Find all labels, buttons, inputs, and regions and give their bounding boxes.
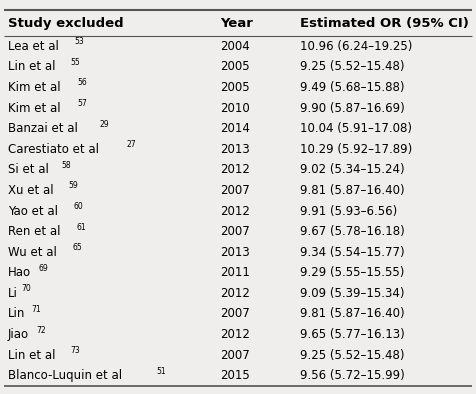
Text: 9.09 (5.39–15.34): 9.09 (5.39–15.34) xyxy=(300,287,405,300)
Text: 9.90 (5.87–16.69): 9.90 (5.87–16.69) xyxy=(300,102,405,115)
Text: Estimated OR (95% CI): Estimated OR (95% CI) xyxy=(300,17,469,30)
Text: Blanco-Luquin et al: Blanco-Luquin et al xyxy=(8,369,122,382)
Text: 61: 61 xyxy=(77,223,86,232)
Text: 2012: 2012 xyxy=(220,328,250,341)
Text: 2012: 2012 xyxy=(220,287,250,300)
Text: Carestiato et al: Carestiato et al xyxy=(8,143,99,156)
Text: Wu et al: Wu et al xyxy=(8,246,57,259)
Text: Li: Li xyxy=(8,287,18,300)
Text: 2014: 2014 xyxy=(220,122,250,135)
Text: Lea et al: Lea et al xyxy=(8,40,59,53)
Text: 59: 59 xyxy=(68,181,78,190)
Text: 70: 70 xyxy=(22,284,31,293)
Text: 9.67 (5.78–16.18): 9.67 (5.78–16.18) xyxy=(300,225,405,238)
Text: 9.81 (5.87–16.40): 9.81 (5.87–16.40) xyxy=(300,307,405,320)
Text: Jiao: Jiao xyxy=(8,328,29,341)
Text: 2013: 2013 xyxy=(220,143,250,156)
Text: Yao et al: Yao et al xyxy=(8,204,58,217)
Text: 53: 53 xyxy=(75,37,84,46)
Text: Study excluded: Study excluded xyxy=(8,17,124,30)
Text: 2015: 2015 xyxy=(220,369,250,382)
Text: Hao: Hao xyxy=(8,266,31,279)
Text: 9.81 (5.87–16.40): 9.81 (5.87–16.40) xyxy=(300,184,405,197)
Text: 56: 56 xyxy=(77,78,87,87)
Text: 2005: 2005 xyxy=(220,60,249,73)
Text: Lin: Lin xyxy=(8,307,25,320)
Text: Banzai et al: Banzai et al xyxy=(8,122,78,135)
Text: 2010: 2010 xyxy=(220,102,250,115)
Text: 72: 72 xyxy=(36,325,46,335)
Text: 2004: 2004 xyxy=(220,40,250,53)
Text: 27: 27 xyxy=(127,140,136,149)
Text: Lin et al: Lin et al xyxy=(8,60,56,73)
Text: 2007: 2007 xyxy=(220,307,250,320)
Text: 9.49 (5.68–15.88): 9.49 (5.68–15.88) xyxy=(300,81,405,94)
Text: 55: 55 xyxy=(70,58,80,67)
Text: 9.29 (5.55–15.55): 9.29 (5.55–15.55) xyxy=(300,266,405,279)
Text: Si et al: Si et al xyxy=(8,164,49,177)
Text: 9.91 (5.93–6.56): 9.91 (5.93–6.56) xyxy=(300,204,397,217)
Text: 60: 60 xyxy=(73,202,83,211)
Text: 2007: 2007 xyxy=(220,184,250,197)
Text: 71: 71 xyxy=(31,305,41,314)
Text: 58: 58 xyxy=(62,161,71,170)
Text: 51: 51 xyxy=(156,367,166,375)
Text: 73: 73 xyxy=(70,346,80,355)
Text: 2011: 2011 xyxy=(220,266,250,279)
Text: 9.25 (5.52–15.48): 9.25 (5.52–15.48) xyxy=(300,60,405,73)
Text: 9.65 (5.77–16.13): 9.65 (5.77–16.13) xyxy=(300,328,405,341)
Text: Kim et al: Kim et al xyxy=(8,81,60,94)
Text: 2012: 2012 xyxy=(220,164,250,177)
Text: 10.29 (5.92–17.89): 10.29 (5.92–17.89) xyxy=(300,143,412,156)
Text: Xu et al: Xu et al xyxy=(8,184,54,197)
Text: 2005: 2005 xyxy=(220,81,249,94)
Text: 10.96 (6.24–19.25): 10.96 (6.24–19.25) xyxy=(300,40,412,53)
Text: 9.34 (5.54–15.77): 9.34 (5.54–15.77) xyxy=(300,246,405,259)
Text: 10.04 (5.91–17.08): 10.04 (5.91–17.08) xyxy=(300,122,412,135)
Text: 2007: 2007 xyxy=(220,225,250,238)
Text: 2013: 2013 xyxy=(220,246,250,259)
Text: Lin et al: Lin et al xyxy=(8,349,56,362)
Text: Ren et al: Ren et al xyxy=(8,225,60,238)
Text: 2007: 2007 xyxy=(220,349,250,362)
Text: 9.25 (5.52–15.48): 9.25 (5.52–15.48) xyxy=(300,349,405,362)
Text: 2012: 2012 xyxy=(220,204,250,217)
Text: 9.56 (5.72–15.99): 9.56 (5.72–15.99) xyxy=(300,369,405,382)
Text: 69: 69 xyxy=(39,264,49,273)
Text: 29: 29 xyxy=(99,120,109,128)
Text: Year: Year xyxy=(220,17,253,30)
Text: 57: 57 xyxy=(77,99,87,108)
Text: Kim et al: Kim et al xyxy=(8,102,60,115)
Text: 65: 65 xyxy=(72,243,82,252)
Text: 9.02 (5.34–15.24): 9.02 (5.34–15.24) xyxy=(300,164,405,177)
